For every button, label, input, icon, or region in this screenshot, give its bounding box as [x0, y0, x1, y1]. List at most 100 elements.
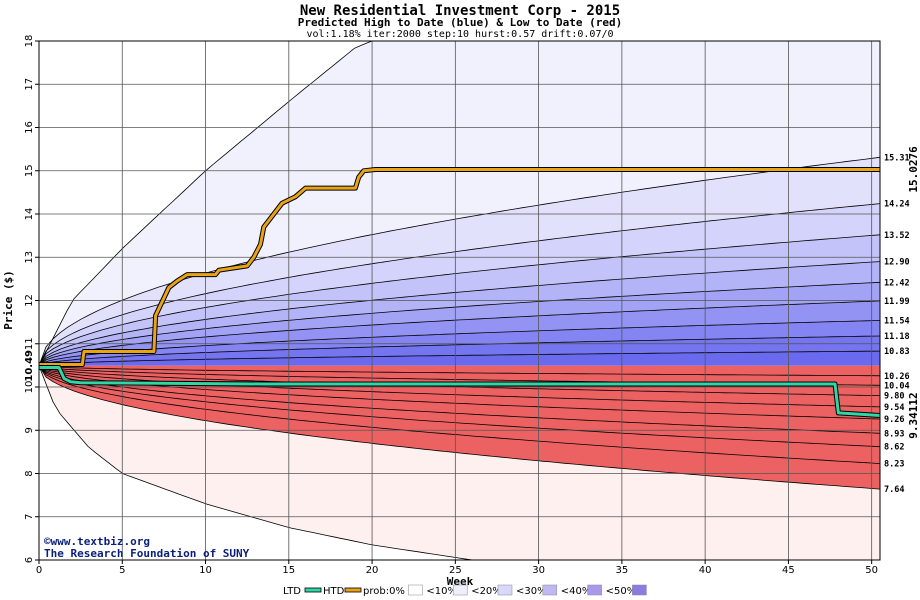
credit-website: ©www.textbiz.org [44, 535, 150, 548]
x-tick-label: 5 [119, 565, 125, 576]
y-axis-ticks: 6 7 8 9 10 11 12 13 14 15 16 17 18 10.49 [24, 35, 39, 563]
high-band-end-label: 15.31 [884, 153, 910, 163]
legend-swatch [587, 584, 602, 596]
start-price-label: 10.49 [24, 350, 35, 382]
high-band [39, 41, 880, 366]
high-band-end-label: 13.52 [884, 231, 910, 241]
high-band-boundary [39, 281, 880, 367]
high-band-end-label: 11.99 [884, 297, 910, 307]
high-band [39, 261, 880, 366]
legend-swatch [542, 584, 558, 596]
low-band-boundary [39, 365, 880, 448]
credit-organization: The Research Foundation of SUNY [44, 547, 250, 560]
legend-label: HTD [323, 586, 345, 597]
low-band-end-label: 9.80 [884, 392, 904, 402]
chart-subtitle: Predicted High to Date (blue) & Low to D… [298, 16, 623, 29]
htd-line [39, 168, 880, 366]
low-band-boundary [39, 365, 880, 464]
high-band [39, 351, 880, 366]
low-band [39, 365, 880, 490]
legend-swatch [344, 587, 362, 593]
high-band [39, 320, 880, 366]
x-tick-label: 35 [616, 565, 629, 576]
low-band-boundary [39, 365, 880, 377]
legend-label: <30% [516, 586, 547, 597]
low-band-boundary [39, 365, 880, 420]
low-band-end-label: 8.23 [884, 460, 904, 470]
low-band-end-label: 7.64 [884, 485, 904, 495]
legend-swatch [452, 584, 468, 596]
high-band-boundary [39, 203, 880, 366]
high-band [39, 157, 880, 366]
y-tick-label: 11 [24, 337, 35, 350]
htd-end-label: 15.0276 [907, 146, 920, 193]
low-band-boundary [39, 365, 880, 434]
high-band-end-label: 12.90 [884, 258, 910, 268]
x-tick-label: 50 [865, 565, 878, 576]
high-band-boundary [39, 320, 880, 367]
plot-area [38, 40, 881, 561]
y-tick-label: 13 [24, 251, 35, 264]
high-band-boundary [39, 335, 880, 367]
high-band-boundary [39, 350, 880, 367]
legend-swatch [497, 584, 513, 596]
legend-swatch [408, 584, 423, 596]
high-band-end-label: 10.83 [884, 347, 910, 357]
legend-label: <40% [561, 586, 592, 597]
y-tick-label: 9 [24, 427, 35, 433]
legend-swatch [632, 584, 647, 596]
legend: LTD HTD prob:0% <10% <20% <30% <40% <50% [283, 584, 647, 597]
high-band [39, 203, 880, 366]
legend-label: <20% [471, 586, 502, 597]
low-band-end-label: 10.04 [884, 381, 910, 391]
legend-label: <10% [426, 586, 457, 597]
legend-label: prob:0% [363, 586, 405, 597]
band-end-labels: 15.31 14.24 13.52 12.90 12.42 11.99 11.54 11.18… [884, 146, 920, 495]
x-tick-label: 20 [366, 565, 379, 576]
y-tick-label: 8 [24, 470, 35, 476]
high-band [39, 234, 880, 366]
y-tick-label: 18 [24, 35, 35, 48]
high-band-end-label: 14.24 [884, 200, 910, 210]
y-tick-label: 12 [24, 294, 35, 307]
ltd-end-label: 9.34112 [907, 392, 920, 438]
legend-swatch [304, 587, 322, 593]
y-tick-label: 16 [24, 121, 35, 134]
y-tick-label: 6 [24, 557, 35, 563]
low-band-end-label: 8.62 [884, 443, 904, 453]
high-band-boundary [39, 300, 880, 367]
price-lines [39, 167, 880, 418]
y-tick-label: 7 [24, 514, 35, 520]
x-tick-label: 0 [36, 565, 42, 576]
x-tick-label: 25 [449, 565, 462, 576]
high-band-end-label: 12.42 [884, 278, 910, 288]
low-band-end-label: 9.26 [884, 415, 904, 425]
x-axis-ticks: 0 5 10 15 20 25 30 35 40 45 50 [36, 560, 878, 576]
high-band-boundary [39, 234, 880, 367]
probability-bands [39, 41, 880, 560]
high-band-end-label: 11.54 [884, 316, 910, 326]
x-tick-label: 45 [782, 565, 795, 576]
low-band-boundary [39, 365, 880, 490]
high-band-end-label: 11.18 [884, 332, 910, 342]
x-tick-label: 15 [282, 565, 295, 576]
high-band-boundary [39, 261, 880, 367]
low-band-boundary [39, 365, 475, 560]
legend-label: <50% [606, 586, 637, 597]
ltd-line [39, 366, 880, 417]
x-tick-label: 40 [699, 565, 712, 576]
high-band-boundary [39, 41, 374, 366]
x-tick-label: 30 [532, 565, 545, 576]
chart-title: New Residential Investment Corp - 2015 [300, 3, 620, 19]
y-tick-label: 17 [24, 78, 35, 91]
low-band-end-label: 10.26 [884, 372, 910, 382]
low-band-end-label: 9.54 [884, 403, 904, 413]
y-tick-label: 10 [24, 381, 35, 394]
y-tick-label: 14 [24, 208, 35, 221]
chart-params: vol:1.18% iter:2000 step:10 hurst:0.57 d… [306, 29, 613, 40]
y-axis-label: Price ($) [2, 270, 15, 330]
y-tick-label: 15 [24, 164, 35, 177]
high-band [39, 282, 880, 366]
low-band-end-label: 8.93 [884, 429, 904, 439]
